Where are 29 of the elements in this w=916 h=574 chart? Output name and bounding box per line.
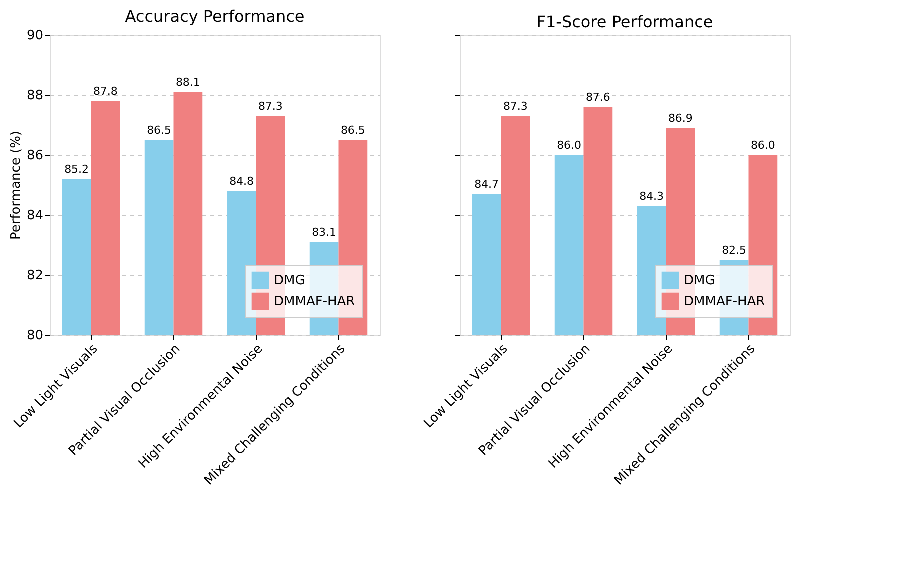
data-label: 86.5 bbox=[147, 124, 172, 137]
legend-label: DMG bbox=[684, 274, 716, 288]
chart-title: Accuracy Performance bbox=[125, 7, 305, 26]
y-axis-title: Performance (%) bbox=[8, 130, 24, 240]
data-label: 83.1 bbox=[312, 226, 337, 239]
data-label: 84.7 bbox=[474, 178, 500, 191]
data-label: 84.8 bbox=[230, 175, 254, 188]
y-tick-label: 82 bbox=[26, 268, 44, 284]
y-tick-label: 86 bbox=[26, 148, 44, 164]
y-tick-label: 80 bbox=[26, 328, 44, 344]
data-label: 87.8 bbox=[93, 85, 118, 98]
y-tick-label: 88 bbox=[26, 88, 44, 104]
data-label: 86.0 bbox=[750, 139, 776, 152]
data-label: 88.1 bbox=[176, 76, 200, 89]
data-label: 82.5 bbox=[722, 244, 747, 257]
y-tick-label: 90 bbox=[26, 28, 44, 44]
data-label: 86.5 bbox=[340, 124, 366, 137]
data-label: 87.6 bbox=[586, 91, 610, 104]
legend-label: DMMAF-HAR bbox=[274, 294, 356, 310]
data-label: 85.2 bbox=[64, 163, 90, 176]
data-label: 86.0 bbox=[557, 139, 582, 152]
chart-title: F1-Score Performance bbox=[536, 12, 714, 32]
y-tick-label: 84 bbox=[26, 208, 44, 224]
legend-label: DMMAF-HAR bbox=[684, 294, 766, 310]
data-label: 84.3 bbox=[640, 190, 664, 203]
data-label: 87.3 bbox=[258, 100, 283, 113]
data-label: 86.9 bbox=[668, 112, 693, 125]
legend-label: DMG bbox=[274, 274, 306, 288]
data-label: 87.3 bbox=[503, 100, 528, 113]
